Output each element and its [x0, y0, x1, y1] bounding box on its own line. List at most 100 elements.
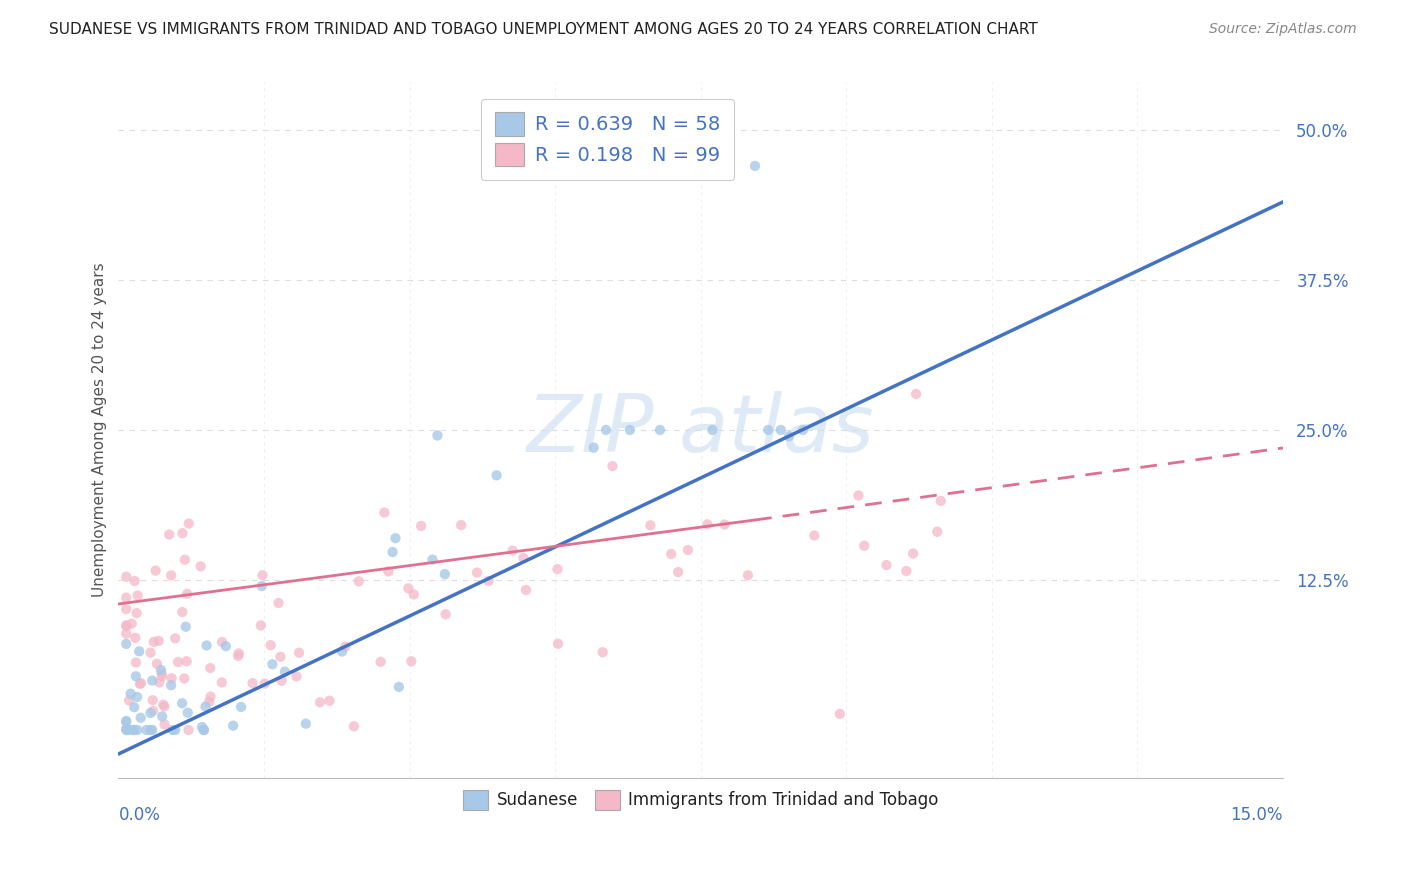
Point — [149, 663, 172, 677]
Point — [226, 648, 249, 663]
Point — [115, 619, 138, 633]
Point — [172, 605, 194, 619]
Point — [115, 715, 138, 730]
Point — [124, 574, 146, 588]
Point — [595, 423, 617, 437]
Point — [792, 423, 814, 437]
Point — [396, 582, 419, 596]
Point — [194, 699, 217, 714]
Point — [176, 587, 198, 601]
Point — [426, 428, 449, 442]
Legend: Sudanese, Immigrants from Trinidad and Tobago: Sudanese, Immigrants from Trinidad and T… — [456, 781, 946, 818]
Point — [267, 596, 290, 610]
Point — [370, 655, 392, 669]
Point — [260, 638, 283, 652]
Point — [252, 568, 274, 582]
Point — [274, 665, 297, 679]
Point — [115, 618, 138, 632]
Point — [165, 632, 187, 646]
Point — [228, 646, 250, 660]
Point — [173, 552, 195, 566]
Point — [115, 591, 138, 605]
Point — [388, 680, 411, 694]
Point — [177, 706, 200, 720]
Point — [190, 559, 212, 574]
Point — [384, 531, 406, 545]
Point — [115, 602, 138, 616]
Point — [401, 654, 423, 668]
Point — [122, 700, 145, 714]
Point — [129, 711, 152, 725]
Point — [139, 706, 162, 720]
Point — [713, 517, 735, 532]
Point — [905, 387, 928, 401]
Point — [129, 676, 152, 690]
Point — [141, 723, 163, 737]
Point — [295, 716, 318, 731]
Point — [250, 579, 273, 593]
Point — [127, 589, 149, 603]
Point — [250, 618, 273, 632]
Point — [485, 468, 508, 483]
Point — [702, 423, 724, 437]
Point — [148, 633, 170, 648]
Point — [173, 672, 195, 686]
Point — [640, 518, 662, 533]
Point — [269, 649, 291, 664]
Point — [347, 574, 370, 589]
Text: 15.0%: 15.0% — [1230, 805, 1284, 824]
Point — [285, 669, 308, 683]
Point — [200, 690, 222, 704]
Point — [145, 564, 167, 578]
Point — [115, 723, 138, 737]
Point — [744, 159, 766, 173]
Point — [547, 637, 569, 651]
Point — [547, 562, 569, 576]
Point — [139, 646, 162, 660]
Point — [165, 723, 187, 737]
Point — [211, 635, 233, 649]
Point — [512, 550, 534, 565]
Text: 0.0%: 0.0% — [118, 805, 160, 824]
Point — [125, 606, 148, 620]
Point — [148, 675, 170, 690]
Point — [115, 637, 138, 651]
Point — [515, 582, 537, 597]
Point — [174, 620, 197, 634]
Point — [330, 644, 353, 658]
Point — [270, 673, 292, 688]
Point — [177, 516, 200, 531]
Point — [929, 494, 952, 508]
Point — [335, 640, 357, 654]
Point — [160, 671, 183, 685]
Point — [803, 528, 825, 542]
Point — [434, 607, 457, 622]
Point — [127, 723, 149, 737]
Point — [502, 543, 524, 558]
Point — [195, 639, 218, 653]
Point — [122, 723, 145, 737]
Point — [117, 723, 139, 737]
Point — [582, 441, 605, 455]
Point — [160, 568, 183, 582]
Point — [848, 488, 870, 502]
Point — [153, 699, 176, 714]
Text: ZIP atlas: ZIP atlas — [527, 391, 875, 469]
Point — [128, 644, 150, 658]
Point — [172, 696, 194, 710]
Point — [659, 547, 682, 561]
Point — [222, 719, 245, 733]
Point — [229, 700, 252, 714]
Point — [125, 656, 148, 670]
Point — [150, 669, 173, 683]
Y-axis label: Unemployment Among Ages 20 to 24 years: Unemployment Among Ages 20 to 24 years — [93, 262, 107, 598]
Point — [191, 720, 214, 734]
Point — [477, 574, 499, 588]
Point — [592, 645, 614, 659]
Point — [901, 547, 924, 561]
Point — [142, 635, 165, 649]
Point — [115, 626, 138, 640]
Point — [115, 714, 138, 728]
Point — [411, 519, 433, 533]
Point — [150, 709, 173, 723]
